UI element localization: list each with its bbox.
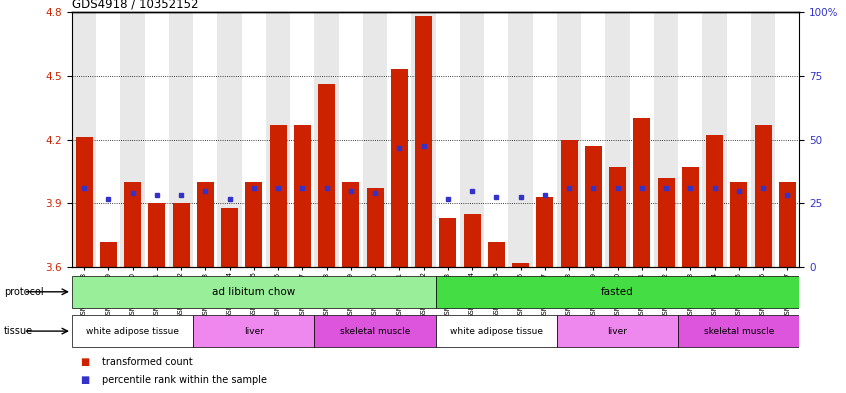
Bar — [193, 315, 315, 347]
Bar — [72, 315, 193, 347]
Text: white adipose tissue: white adipose tissue — [450, 327, 543, 336]
Bar — [100, 242, 117, 267]
Bar — [508, 12, 533, 267]
Bar — [436, 276, 799, 308]
Bar — [557, 12, 581, 267]
Bar — [484, 12, 508, 267]
Bar — [779, 182, 796, 267]
Bar — [193, 12, 217, 267]
Bar — [439, 218, 456, 267]
Bar — [148, 203, 165, 267]
Bar — [682, 167, 699, 267]
Bar — [124, 182, 141, 267]
Bar — [75, 138, 92, 267]
Text: transformed count: transformed count — [102, 356, 192, 367]
Bar — [411, 12, 436, 267]
Bar — [315, 315, 436, 347]
Bar — [609, 167, 626, 267]
Bar — [173, 203, 190, 267]
Text: ■: ■ — [80, 356, 90, 367]
Text: GDS4918 / 10352152: GDS4918 / 10352152 — [72, 0, 199, 11]
Bar — [512, 263, 529, 267]
Bar — [366, 189, 383, 267]
Text: ad libitum chow: ad libitum chow — [212, 287, 295, 297]
Bar — [415, 16, 432, 267]
Bar — [585, 146, 602, 267]
Bar — [72, 12, 96, 267]
Bar — [436, 315, 557, 347]
Bar — [606, 12, 629, 267]
Bar — [727, 12, 751, 267]
Bar — [338, 12, 363, 267]
Bar — [343, 182, 360, 267]
Bar — [536, 197, 553, 267]
Bar — [634, 118, 651, 267]
Bar — [245, 182, 262, 267]
Bar — [242, 12, 266, 267]
Bar — [629, 12, 654, 267]
Bar — [755, 125, 772, 267]
Bar — [169, 12, 193, 267]
Text: fasted: fasted — [602, 287, 634, 297]
Bar — [730, 182, 747, 267]
Text: tissue: tissue — [4, 326, 33, 336]
Bar — [436, 12, 460, 267]
Bar — [706, 135, 723, 267]
Text: percentile rank within the sample: percentile rank within the sample — [102, 375, 266, 386]
Bar — [197, 182, 214, 267]
Text: liver: liver — [244, 327, 264, 336]
Bar — [294, 125, 310, 267]
Bar — [775, 12, 799, 267]
Text: skeletal muscle: skeletal muscle — [704, 327, 774, 336]
Bar — [561, 140, 578, 267]
Bar — [318, 84, 335, 267]
Text: liver: liver — [607, 327, 628, 336]
Bar — [581, 12, 606, 267]
Bar — [217, 12, 242, 267]
Bar — [654, 12, 678, 267]
Bar — [391, 69, 408, 267]
Bar — [363, 12, 387, 267]
Bar — [533, 12, 557, 267]
Bar — [96, 12, 120, 267]
Text: skeletal muscle: skeletal muscle — [340, 327, 410, 336]
Bar — [120, 12, 145, 267]
Text: ■: ■ — [80, 375, 90, 386]
Bar — [751, 12, 775, 267]
Text: white adipose tissue: white adipose tissue — [86, 327, 179, 336]
Bar — [221, 208, 238, 267]
Bar — [702, 12, 727, 267]
Bar — [657, 178, 674, 267]
Bar — [315, 12, 338, 267]
Bar — [270, 125, 287, 267]
Bar — [145, 12, 169, 267]
Bar — [290, 12, 315, 267]
Bar — [387, 12, 411, 267]
Bar — [460, 12, 484, 267]
Bar — [266, 12, 290, 267]
Bar — [72, 276, 436, 308]
Bar — [557, 315, 678, 347]
Bar — [678, 315, 799, 347]
Bar — [464, 214, 481, 267]
Text: protocol: protocol — [4, 287, 44, 297]
Bar — [488, 242, 505, 267]
Bar — [678, 12, 702, 267]
